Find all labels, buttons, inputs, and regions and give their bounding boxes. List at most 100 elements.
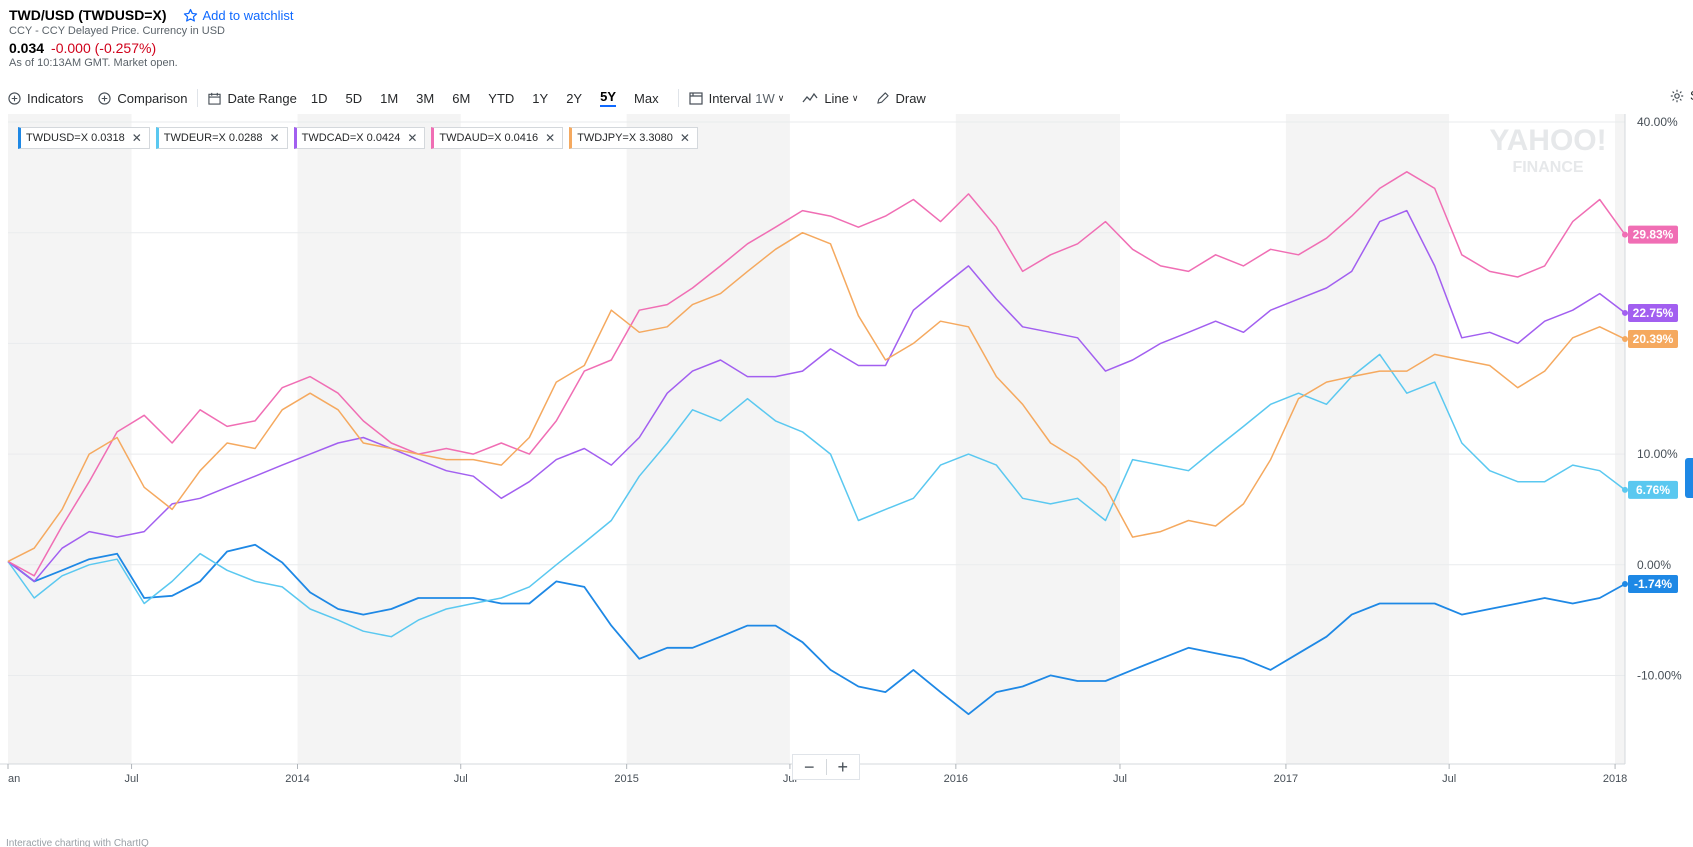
quote-header: TWD/USD (TWDUSD=X) Add to watchlist CCY …	[9, 6, 294, 69]
range-ytd[interactable]: YTD	[488, 90, 515, 106]
legend-chip-twdcad[interactable]: TWDCAD=X 0.0424 ✕	[293, 127, 426, 149]
range-max[interactable]: Max	[634, 90, 659, 106]
range-1d[interactable]: 1D	[310, 90, 328, 106]
close-icon[interactable]: ✕	[131, 131, 142, 145]
x-tick-label: Jul	[1442, 773, 1456, 785]
series-end-point	[1622, 309, 1628, 316]
zoom-in-button[interactable]: +	[837, 756, 848, 777]
shaded-band	[1615, 114, 1625, 764]
divider	[677, 89, 679, 107]
line-chart-icon	[802, 92, 818, 103]
current-price: 0.034	[9, 40, 45, 56]
shaded-band	[8, 114, 132, 764]
range-3m[interactable]: 3M	[416, 90, 435, 106]
date-range-label: Date Range	[227, 90, 297, 106]
period-bands	[8, 114, 1625, 764]
watermark: YAHOO! FINANCE	[1489, 124, 1606, 176]
end-label-bg	[1628, 480, 1678, 499]
interval-label: Interval	[708, 90, 752, 106]
end-label: -1.74%	[1634, 577, 1672, 591]
side-panel-tab[interactable]	[1685, 458, 1693, 498]
interval-icon	[688, 91, 703, 105]
x-tick-label: Jul	[1113, 773, 1127, 785]
comparison-button[interactable]: Comparison	[98, 91, 187, 106]
series-line-twdjpyx	[7, 231, 1626, 563]
series-end-point	[1622, 581, 1628, 588]
shaded-band	[297, 114, 461, 764]
close-icon[interactable]: ✕	[545, 131, 556, 145]
y-tick-label: 0.00%	[1637, 558, 1671, 572]
range-5d[interactable]: 5D	[345, 90, 363, 106]
series-line-twdcadx	[7, 209, 1626, 583]
x-tick-label: 2014	[285, 773, 309, 785]
end-label: 6.76%	[1636, 483, 1670, 497]
shaded-band	[955, 114, 1120, 764]
x-tick-label: Jul	[454, 773, 468, 785]
settings-button[interactable]: S	[1670, 88, 1693, 103]
legend-chip-twdjpy[interactable]: TWDJPY=X 3.3080 ✕	[569, 127, 698, 149]
plus-circle-icon	[98, 91, 112, 105]
legend-chip-twdaud[interactable]: TWDAUD=X 0.0416 ✕	[431, 127, 564, 149]
end-label: 20.39%	[1633, 332, 1674, 346]
add-to-watchlist-button[interactable]: Add to watchlist	[183, 8, 294, 23]
date-range-button[interactable]: Date Range	[208, 90, 297, 106]
interval-dropdown[interactable]: Interval 1W ∨	[688, 90, 785, 106]
watchlist-label: Add to watchlist	[202, 7, 294, 23]
x-tick-label: 2016	[944, 773, 968, 785]
divider	[825, 759, 827, 775]
chart-area[interactable]: YAHOO! FINANCE -1.74% 6.76% 22.75% 29.83% 20…	[0, 114, 1693, 847]
draw-button[interactable]: Draw	[876, 91, 926, 106]
series-lines	[7, 171, 1626, 716]
close-icon[interactable]: ✕	[679, 131, 690, 145]
end-label: 22.75%	[1633, 306, 1674, 320]
legend-chip-twdusd[interactable]: TWDUSD=X 0.0318 ✕	[18, 127, 150, 149]
range-6m[interactable]: 6M	[452, 90, 471, 106]
x-tick-label: 2018	[1603, 773, 1627, 785]
chevron-down-icon: ∨	[777, 92, 785, 103]
comparison-chart[interactable]: YAHOO! FINANCE -1.74% 6.76% 22.75% 29.83% 20…	[0, 114, 1693, 847]
shaded-band	[626, 114, 790, 764]
comparison-label: Comparison	[117, 90, 188, 106]
plus-circle-icon	[8, 91, 21, 105]
series-line-twdeurx	[7, 353, 1626, 638]
y-tick-label: 10.00%	[1637, 447, 1678, 461]
close-icon[interactable]: ✕	[407, 131, 418, 145]
legend-chip-twdeur[interactable]: TWDEUR=X 0.0288 ✕	[155, 127, 288, 149]
y-tick-label: -10.00%	[1637, 668, 1682, 682]
series-line-twdaudx	[7, 171, 1626, 577]
x-tick-label: an	[8, 773, 20, 785]
as-of-timestamp: As of 10:13AM GMT. Market open.	[9, 57, 178, 69]
divider	[197, 89, 199, 107]
indicators-button[interactable]: Indicators	[8, 91, 83, 106]
zoom-out-button[interactable]: −	[803, 756, 815, 777]
series-end-point	[1622, 336, 1628, 343]
indicators-label: Indicators	[27, 90, 84, 106]
star-icon	[183, 8, 197, 22]
watermark-yahoo: YAHOO!	[1489, 124, 1606, 157]
end-label-bg	[1628, 303, 1678, 322]
end-label-bg	[1628, 330, 1678, 349]
range-1m[interactable]: 1M	[380, 90, 399, 106]
shaded-band	[1285, 114, 1450, 764]
end-label-bg	[1628, 225, 1678, 244]
y-axis: 40.00% 10.00% 0.00% -10.00%	[1637, 115, 1682, 682]
x-tick-label: 2015	[614, 773, 638, 785]
y-tick-label: 40.00%	[1637, 115, 1678, 129]
range-1y[interactable]: 1Y	[532, 90, 549, 106]
end-label: 29.83%	[1633, 228, 1674, 242]
range-2y[interactable]: 2Y	[566, 90, 583, 106]
pencil-icon	[877, 91, 890, 104]
watermark-finance: FINANCE	[1512, 159, 1583, 176]
series-line-twdusdx	[7, 543, 1626, 716]
close-icon[interactable]: ✕	[269, 131, 280, 145]
legend-label: TWDUSD=X 0.0318	[26, 132, 125, 144]
chart-type-dropdown[interactable]: Line ∨	[802, 91, 858, 106]
footer-credit: Interactive charting with ChartIQ	[6, 838, 149, 847]
gear-icon	[1670, 89, 1684, 102]
range-5y[interactable]: 5Y	[600, 89, 617, 107]
end-label-bg	[1628, 575, 1678, 594]
chart-type-label: Line	[824, 90, 849, 106]
comparison-legend: TWDUSD=X 0.0318 ✕ TWDEUR=X 0.0288 ✕ TWDCAD…	[18, 127, 698, 149]
legend-label: TWDAUD=X 0.0416	[439, 132, 539, 144]
chart-toolbar: Indicators Comparison Date Range 1D 5D 1…	[8, 88, 1693, 108]
